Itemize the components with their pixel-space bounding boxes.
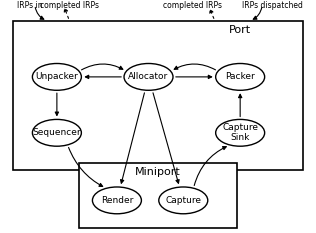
Text: Capture
Sink: Capture Sink <box>222 123 258 142</box>
Text: Allocator: Allocator <box>128 72 169 81</box>
Bar <box>13 21 303 170</box>
Ellipse shape <box>32 63 82 90</box>
Bar <box>79 163 237 228</box>
Text: IRPs in: IRPs in <box>17 1 43 10</box>
Text: Render: Render <box>101 196 133 205</box>
Text: Unpacker: Unpacker <box>35 72 78 81</box>
Text: Capture: Capture <box>165 196 201 205</box>
Text: Sequencer: Sequencer <box>33 128 81 137</box>
Text: IRPs dispatched: IRPs dispatched <box>242 1 303 10</box>
Ellipse shape <box>124 63 173 90</box>
Ellipse shape <box>93 187 142 214</box>
Ellipse shape <box>216 119 264 146</box>
Text: Packer: Packer <box>225 72 255 81</box>
Text: Miniport: Miniport <box>135 168 181 177</box>
Text: completed IRPs: completed IRPs <box>40 1 99 10</box>
Text: completed IRPs: completed IRPs <box>163 1 222 10</box>
Text: Port: Port <box>229 25 251 35</box>
Ellipse shape <box>159 187 208 214</box>
Ellipse shape <box>216 63 264 90</box>
Ellipse shape <box>32 119 82 146</box>
